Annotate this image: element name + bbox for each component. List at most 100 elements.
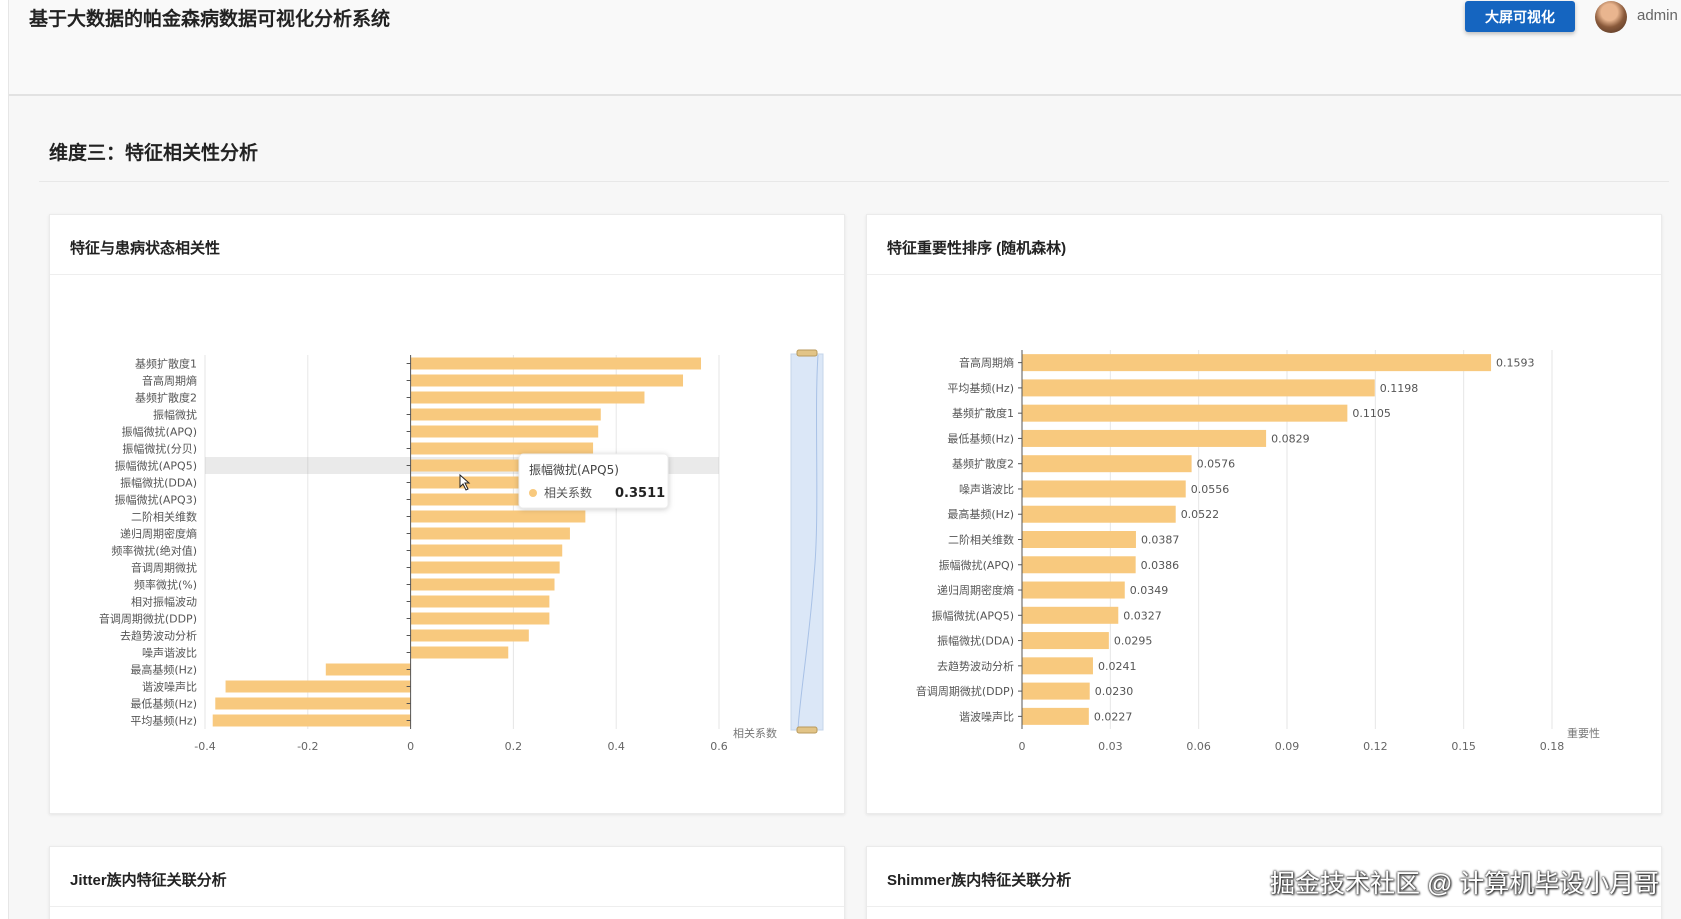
bar[interactable] <box>1022 429 1267 447</box>
y-tick-label: 频率微扰(%) <box>134 578 197 592</box>
bar[interactable] <box>1022 531 1136 548</box>
y-tick-label: 噪声谐波比 <box>959 482 1014 496</box>
bar[interactable] <box>410 527 570 540</box>
y-tick-label: 噪声谐波比 <box>142 646 197 660</box>
bar[interactable] <box>1022 707 1089 725</box>
x-axis-label: 重要性 <box>1567 726 1600 740</box>
bar[interactable] <box>410 510 586 523</box>
y-tick-label: 音调周期微扰 <box>131 561 197 575</box>
section-title: 维度三：特征相关性分析 <box>49 143 259 164</box>
bar[interactable] <box>225 680 411 693</box>
bar[interactable] <box>410 425 599 438</box>
y-tick-label: 去趋势波动分析 <box>937 659 1014 673</box>
bigscreen-button[interactable]: 大屏可视化 <box>1465 1 1575 32</box>
bar[interactable] <box>1022 480 1186 498</box>
top-bar: 基于大数据的帕金森病数据可视化分析系统 大屏可视化 admin <box>9 0 1681 96</box>
importance-card-title: 特征重要性排序 (随机森林) <box>867 215 1661 275</box>
avatar[interactable] <box>1595 1 1627 33</box>
x-tick-label: 0.15 <box>1451 740 1476 753</box>
bar[interactable] <box>1022 379 1375 397</box>
x-tick-label: 0 <box>1019 740 1026 753</box>
y-tick-label: 递归周期密度熵 <box>120 527 197 541</box>
bar[interactable] <box>410 442 594 455</box>
x-tick-label: 0.4 <box>607 740 625 753</box>
bar[interactable] <box>212 714 411 727</box>
tooltip-value: 0.3511 <box>615 486 665 501</box>
data-label: 0.1105 <box>1352 407 1391 420</box>
bar[interactable] <box>1022 682 1090 700</box>
importance-chart[interactable]: 0.1593 音高周期熵 0.1198 平均基频(Hz) 0.1105 基频扩散度1 0.0… <box>867 275 1663 815</box>
data-label: 0.0386 <box>1141 559 1180 572</box>
zoom-handle-bottom[interactable] <box>796 726 818 734</box>
data-label: 0.0349 <box>1130 584 1169 597</box>
tooltip-label: 相关系数 <box>544 485 592 500</box>
bar[interactable] <box>410 374 684 387</box>
y-tick-label: 振幅微扰(APQ3) <box>115 493 197 507</box>
y-tick-label: 平均基频(Hz) <box>130 714 197 728</box>
zoom-handle-top[interactable] <box>796 349 818 357</box>
bar[interactable] <box>410 391 645 404</box>
bar[interactable] <box>325 663 411 676</box>
tooltip: 振幅微扰(APQ5) 相关系数 0.3511 <box>518 453 669 509</box>
bar[interactable] <box>1022 657 1093 675</box>
y-tick-label: 谐波噪声比 <box>959 709 1014 723</box>
x-tick-label: 0.06 <box>1186 740 1211 753</box>
hand-cursor-icon <box>459 473 471 491</box>
y-tick-label: 振幅微扰(APQ) <box>122 425 197 439</box>
y-tick-label: 谐波噪声比 <box>142 680 197 694</box>
bar[interactable] <box>1022 455 1192 473</box>
bar[interactable] <box>410 578 555 591</box>
x-tick-label: 0.03 <box>1098 740 1123 753</box>
bar[interactable] <box>1022 556 1136 574</box>
bar[interactable] <box>410 595 550 608</box>
bar[interactable] <box>1022 581 1125 599</box>
bar[interactable] <box>1022 404 1348 422</box>
x-tick-label: 0.12 <box>1363 740 1388 753</box>
bar[interactable] <box>410 561 560 574</box>
zoom-slider-preview <box>797 354 819 730</box>
y-tick-label: 频率微扰(绝对值) <box>111 544 197 558</box>
x-tick-label: -0.2 <box>297 740 318 753</box>
y-tick-label: 音高周期熵 <box>959 356 1014 370</box>
y-tick-label: 音调周期微扰(DDP) <box>99 612 197 626</box>
y-tick-label: 振幅微扰(分贝) <box>122 442 197 456</box>
bar[interactable] <box>215 697 411 710</box>
bar[interactable] <box>410 408 601 421</box>
y-tick-label: 相对振幅波动 <box>131 595 197 609</box>
bar[interactable] <box>410 629 529 642</box>
username[interactable]: admin <box>1637 7 1678 24</box>
data-label: 0.0327 <box>1123 609 1162 622</box>
y-tick-label: 基频扩散度1 <box>135 357 197 371</box>
bar[interactable] <box>410 612 550 625</box>
bar[interactable] <box>410 357 702 370</box>
data-label: 0.0522 <box>1181 508 1220 521</box>
data-label: 0.0387 <box>1141 534 1180 547</box>
tooltip-box <box>518 453 669 509</box>
data-label: 0.0227 <box>1094 710 1133 723</box>
y-tick-label: 二阶相关维数 <box>131 510 197 524</box>
bar[interactable] <box>1022 632 1109 650</box>
bar[interactable] <box>410 646 509 659</box>
y-tick-label: 去趋势波动分析 <box>120 629 197 643</box>
watermark: 掘金技术社区 @ 计算机毕设小月哥 <box>1270 870 1660 898</box>
bar[interactable] <box>1022 354 1492 372</box>
y-tick-label: 振幅微扰(DDA) <box>120 476 197 490</box>
zoom-slider-track[interactable] <box>790 353 824 731</box>
shimmer-card-title: Shimmer族内特征关联分析 <box>867 847 1661 907</box>
y-tick-label: 最高基频(Hz) <box>947 507 1014 521</box>
y-tick-label: 基频扩散度2 <box>952 457 1014 471</box>
y-tick-label: 平均基频(Hz) <box>947 381 1014 395</box>
bar[interactable] <box>1022 606 1119 624</box>
x-axis-label: 相关系数 <box>733 726 777 740</box>
bar[interactable] <box>1022 505 1176 523</box>
bar[interactable] <box>410 544 563 557</box>
app-title: 基于大数据的帕金森病数据可视化分析系统 <box>29 9 391 30</box>
y-tick-label: 振幅微扰 <box>153 408 197 422</box>
jitter-card: Jitter族内特征关联分析 <box>49 846 845 919</box>
y-tick-label: 最低基频(Hz) <box>947 431 1014 445</box>
x-tick-label: 0.6 <box>710 740 728 753</box>
correlation-card: 特征与患病状态相关性 基频扩散度1 音高周期熵 基频扩散度2 振幅微扰 振幅微扰(APQ… <box>49 214 845 814</box>
data-label: 0.0576 <box>1197 458 1236 471</box>
data-label: 0.1198 <box>1380 382 1419 395</box>
